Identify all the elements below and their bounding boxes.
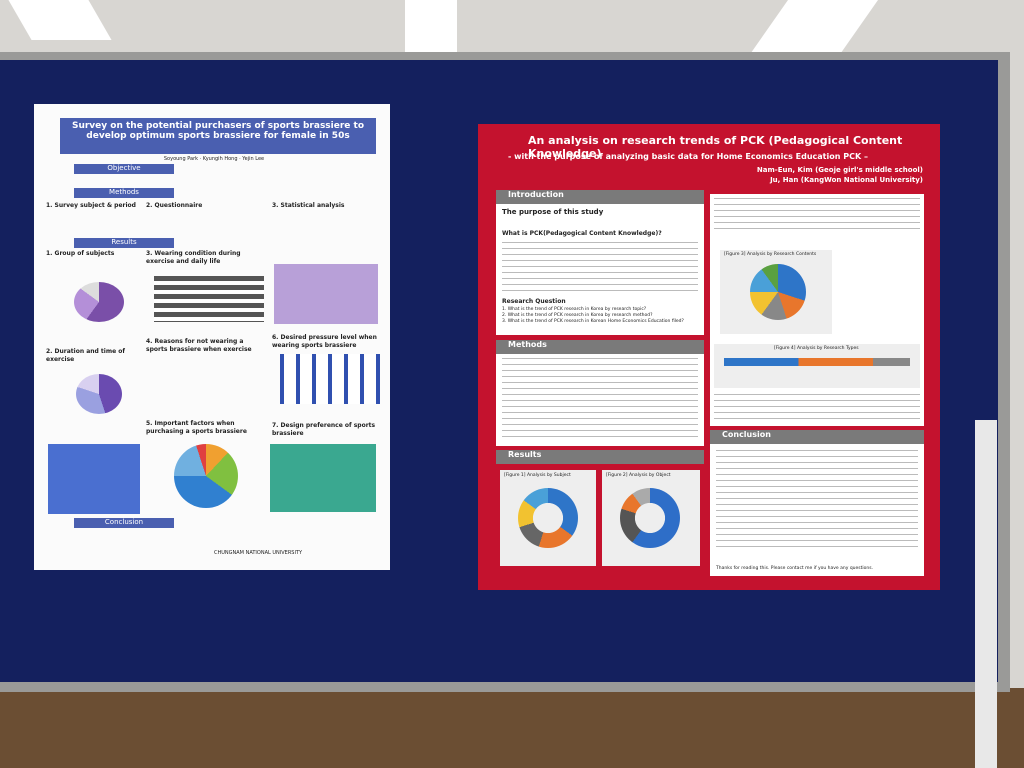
bar-chart (154, 276, 264, 322)
question: 2. What is the trend of PCK research in … (502, 313, 653, 318)
subheading: 1. Group of subjects (46, 250, 115, 257)
figure: [Figure 2] Analysis by Object (602, 470, 700, 566)
subheading: 6. Desired pressure level when wearing s… (272, 334, 377, 349)
section-heading: Objective (74, 164, 174, 174)
section-heading: Conclusion (74, 518, 174, 528)
methods-box: Methods (496, 340, 704, 446)
thanks-note: Thanks for reading this. Please contact … (716, 566, 874, 571)
right-poster: An analysis on research trends of PCK (P… (478, 124, 940, 590)
figure: [Figure 4] Analysis by Research Types (714, 344, 920, 388)
author: Ju, Han (KangWon National University) (770, 176, 923, 184)
bar-chart (280, 354, 380, 404)
poster-title: Survey on the potential purchasers of sp… (60, 118, 376, 154)
body-text (714, 394, 920, 422)
subheading: 4. Reasons for not wearing a sports bras… (146, 338, 252, 353)
stand-post (975, 420, 997, 768)
poster-subtitle: - with the purpose of analyzing basic da… (508, 152, 868, 161)
results-box: Results [Figure 1] Analysis by Subject [… (496, 450, 704, 576)
figure-caption: [Figure 2] Analysis by Object (606, 473, 671, 478)
stacked-bar (724, 358, 910, 366)
figure: [Figure 1] Analysis by Subject (500, 470, 596, 566)
figure-caption: [Figure 4] Analysis by Research Types (774, 346, 859, 351)
introduction-box: Introduction The purpose of this study W… (496, 190, 704, 335)
section-heading: Results (74, 238, 174, 248)
subheading: 3. Statistical analysis (272, 202, 345, 209)
question: 3. What is the trend of PCK research in … (502, 319, 684, 324)
poster-title: An analysis on research trends of PCK (P… (528, 134, 903, 160)
floor (0, 688, 1024, 768)
subheading: 5. Important factors when purchasing a s… (146, 420, 247, 435)
discussion-box: [Figure 3] Analysis by Research Contents… (710, 194, 924, 426)
pie-chart (74, 282, 124, 322)
intro-item: What is PCK(Pedagogical Content Knowledg… (502, 230, 662, 237)
figure-caption: [Figure 3] Analysis by Research Contents (724, 252, 817, 257)
conclusion-box: Conclusion Thanks for reading this. Plea… (710, 430, 924, 576)
authors: Soyoung Park · Kyungih Hong · Yejin Lee (163, 156, 265, 162)
section-heading: Introduction (496, 190, 704, 204)
table (48, 444, 140, 514)
subheading: 3. Wearing condition during exercise and… (146, 250, 241, 265)
pie-chart (750, 264, 806, 320)
section-heading: Results (496, 450, 704, 464)
subheading: 2. Duration and time of exercise (46, 348, 125, 363)
donut-chart (620, 488, 680, 548)
body-text (716, 450, 918, 550)
table (274, 264, 378, 324)
table (270, 444, 376, 512)
ceiling-light (8, 0, 112, 40)
figure: [Figure 3] Analysis by Research Contents (720, 250, 832, 334)
section-heading: Methods (74, 188, 174, 198)
pie-chart (76, 374, 122, 414)
subheading: 2. Questionnaire (146, 202, 203, 209)
intro-item: Research Question (502, 298, 566, 305)
question: 1. What is the trend of PCK research in … (502, 307, 647, 312)
subheading: 7. Design preference of sports brassiere (272, 422, 376, 437)
subheading: 1. Survey subject & period (46, 202, 136, 209)
footer: CHUNGNAM NATIONAL UNIVERSITY (214, 550, 303, 556)
pie-chart (174, 444, 238, 508)
body-text (502, 242, 698, 292)
section-heading: Methods (496, 340, 704, 354)
left-poster: Survey on the potential purchasers of sp… (34, 104, 390, 570)
body-text (714, 198, 920, 234)
figure-caption: [Figure 1] Analysis by Subject (504, 473, 571, 478)
author: Nam-Eun, Kim (Geoje girl's middle school… (756, 166, 923, 174)
body-text (502, 358, 698, 440)
intro-item: The purpose of this study (502, 208, 604, 216)
section-heading: Conclusion (710, 430, 924, 444)
donut-chart (518, 488, 578, 548)
